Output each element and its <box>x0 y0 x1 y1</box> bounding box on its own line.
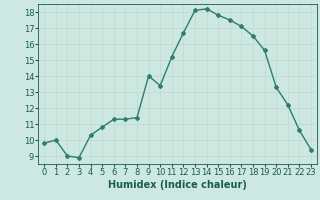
X-axis label: Humidex (Indice chaleur): Humidex (Indice chaleur) <box>108 180 247 190</box>
